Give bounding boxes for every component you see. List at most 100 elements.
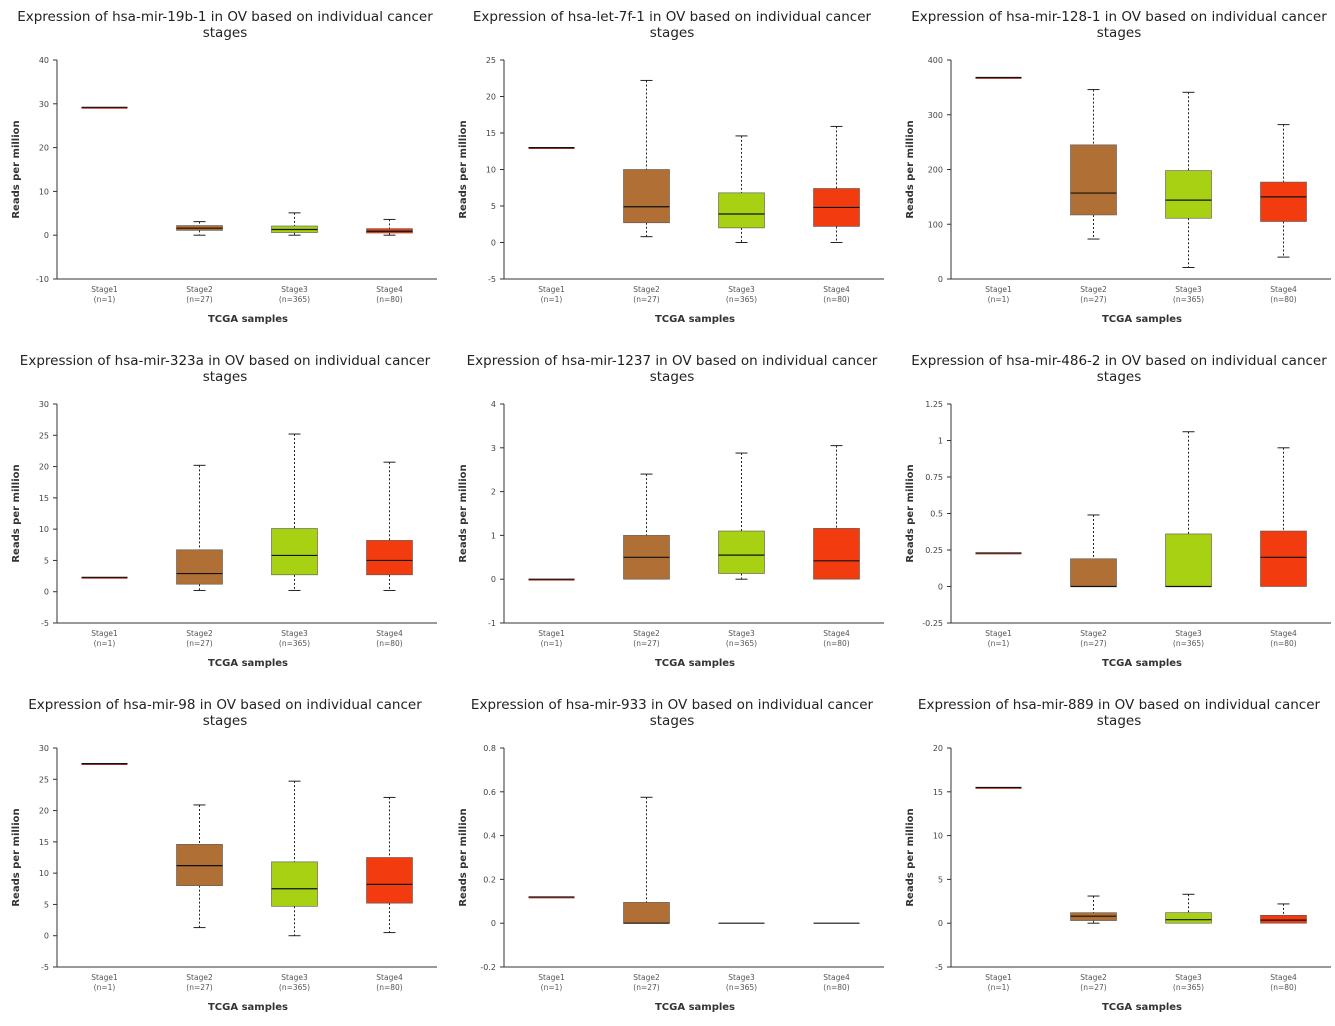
y-tick-label: 10 (933, 832, 943, 841)
y-tick-label: 0.5 (930, 510, 943, 519)
y-tick-label: 20 (39, 807, 49, 816)
x-category-label: Stage2 (186, 629, 213, 638)
y-axis-label: Reads per million (905, 120, 916, 218)
x-category-count: (n=1) (94, 639, 116, 648)
box-body (623, 169, 670, 224)
x-category-count: (n=1) (541, 983, 563, 992)
x-category-count: (n=365) (726, 639, 757, 648)
x-category-count: (n=365) (279, 983, 310, 992)
boxplot-svg: -1 0 1 2 3 4 Reads per million TCGA samples Stag… (458, 400, 884, 669)
y-tick-label: 15 (39, 838, 49, 847)
x-category-label: Stage1 (91, 285, 118, 294)
box-body (1165, 912, 1212, 924)
y-axis-label: Reads per million (458, 120, 469, 218)
y-tick-label: 1.25 (925, 400, 943, 409)
y-tick-label: 25 (39, 775, 49, 784)
box-body (271, 528, 318, 576)
y-tick-label: 5 (938, 875, 943, 884)
x-category-label: Stage2 (633, 285, 660, 294)
y-tick-label: 0.6 (483, 788, 496, 797)
x-category-count: (n=1) (988, 295, 1010, 304)
chart-title: Expression of hsa-mir-323a in OV based o… (19, 353, 431, 385)
x-axis-label: TCGA samples (655, 658, 735, 669)
y-tick-label: 0.4 (483, 832, 496, 841)
y-tick-label: 1 (491, 531, 496, 540)
y-tick-label: -5 (41, 619, 49, 628)
x-category-label: Stage1 (538, 973, 565, 982)
chart-panel-9: Expression of hsa-mir-889 in OV based on… (894, 688, 1335, 1026)
y-tick-label: 0.8 (483, 744, 496, 753)
y-tick-label: -5 (935, 963, 943, 972)
x-category-label: Stage4 (1270, 285, 1297, 294)
x-category-label: Stage1 (538, 629, 565, 638)
x-axis-label: TCGA samples (208, 658, 288, 669)
chart-panel-6: Expression of hsa-mir-486-2 in OV based … (894, 344, 1335, 682)
x-category-count: (n=365) (1173, 983, 1204, 992)
y-tick-label: 0 (44, 932, 49, 941)
x-category-label: Stage4 (823, 285, 850, 294)
x-category-count: (n=27) (1080, 639, 1107, 648)
box-body (1070, 558, 1117, 587)
x-category-label: Stage1 (538, 285, 565, 294)
y-tick-label: 25 (39, 431, 49, 440)
box-body (1165, 170, 1212, 219)
x-category-count: (n=80) (376, 295, 403, 304)
y-tick-label: 0 (491, 575, 496, 584)
y-tick-label: 20 (39, 144, 49, 153)
box-body (813, 528, 860, 580)
y-tick-label: 10 (39, 187, 49, 196)
x-category-label: Stage3 (1175, 285, 1202, 294)
x-category-label: Stage4 (376, 629, 403, 638)
x-category-label: Stage3 (281, 285, 308, 294)
boxplot-svg: -0.2 0 0.2 0.4 0.6 0.8 Reads per million TCGA s… (458, 744, 884, 1013)
y-tick-label: 10 (39, 525, 49, 534)
box-body (176, 844, 223, 886)
x-category-label: Stage3 (1175, 629, 1202, 638)
y-tick-label: 0 (938, 919, 943, 928)
x-category-count: (n=1) (541, 639, 563, 648)
x-category-label: Stage2 (186, 285, 213, 294)
y-tick-label: 5 (44, 556, 49, 565)
box-body (718, 192, 765, 229)
y-tick-label: -5 (488, 275, 496, 284)
x-category-count: (n=1) (988, 639, 1010, 648)
box-body (176, 549, 223, 585)
x-category-label: Stage3 (1175, 973, 1202, 982)
y-tick-label: 20 (933, 744, 943, 753)
box-body (1165, 533, 1212, 587)
x-category-count: (n=80) (376, 983, 403, 992)
x-category-label: Stage4 (823, 629, 850, 638)
y-tick-label: 30 (39, 400, 49, 409)
y-tick-label: 100 (928, 220, 943, 229)
x-category-label: Stage4 (1270, 973, 1297, 982)
y-tick-label: 20 (39, 463, 49, 472)
chart-panel-8: Expression of hsa-mir-933 in OV based on… (447, 688, 892, 1026)
box-body (271, 861, 318, 907)
x-category-label: Stage4 (823, 973, 850, 982)
x-category-label: Stage4 (1270, 629, 1297, 638)
x-category-label: Stage1 (985, 973, 1012, 982)
box-body (1260, 181, 1307, 222)
x-category-count: (n=365) (1173, 639, 1204, 648)
x-category-count: (n=80) (1270, 639, 1297, 648)
x-category-count: (n=365) (726, 983, 757, 992)
y-axis-label: Reads per million (458, 464, 469, 562)
x-category-count: (n=27) (1080, 295, 1107, 304)
x-category-label: Stage3 (728, 973, 755, 982)
chart-title: Expression of hsa-mir-933 in OV based on… (470, 697, 874, 729)
chart-panel-5: Expression of hsa-mir-1237 in OV based o… (447, 344, 892, 682)
y-tick-label: 0 (44, 588, 49, 597)
x-category-count: (n=27) (186, 639, 213, 648)
x-category-count: (n=365) (726, 295, 757, 304)
box-body (623, 902, 670, 924)
y-axis-label: Reads per million (905, 464, 916, 562)
y-axis-label: Reads per million (11, 808, 22, 906)
x-category-count: (n=1) (94, 983, 116, 992)
x-category-label: Stage3 (728, 629, 755, 638)
x-category-label: Stage1 (985, 285, 1012, 294)
chart-panel-3: Expression of hsa-mir-128-1 in OV based … (894, 0, 1335, 338)
y-tick-label: 0 (938, 275, 943, 284)
chart-title: Expression of hsa-let-7f-1 in OV based o… (472, 9, 872, 41)
boxplot-svg: -5 0 5 10 15 20 25 30 Reads per million TCGA samp… (11, 744, 437, 1013)
boxplot-svg: -5 0 5 10 15 20 25 Reads per million TCGA sample… (458, 56, 884, 325)
